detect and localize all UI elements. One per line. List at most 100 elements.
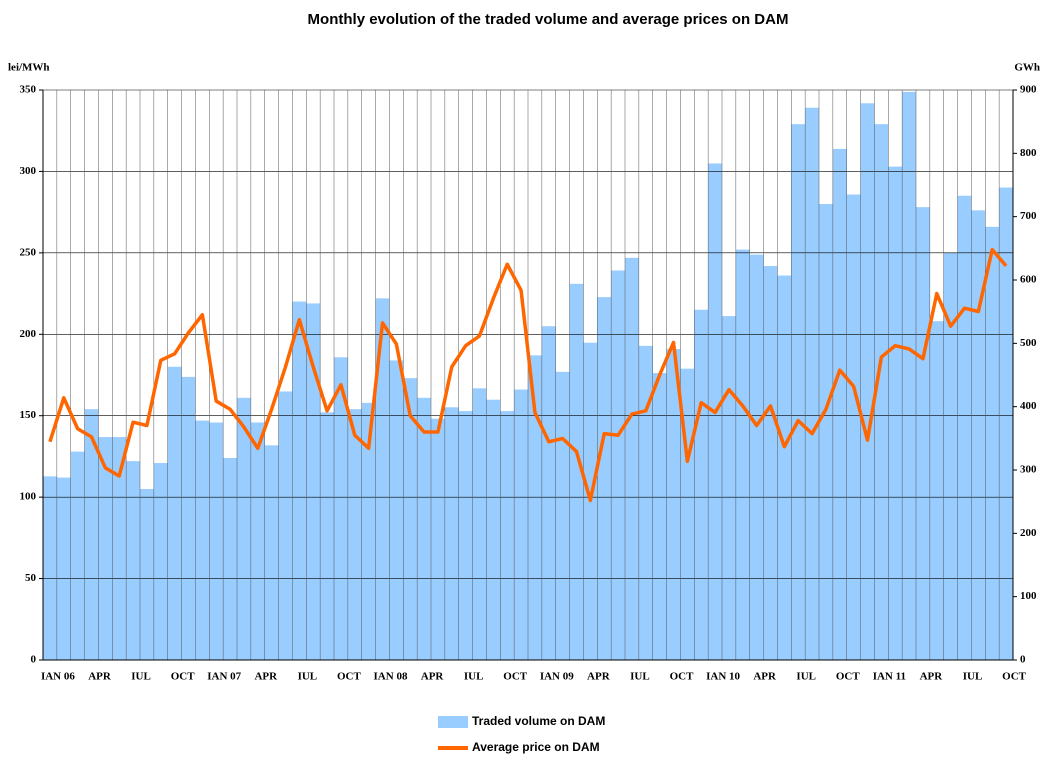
bar: [84, 409, 99, 660]
bar: [320, 412, 334, 660]
bar: [611, 270, 625, 660]
bar: [694, 309, 709, 660]
x-tick-label: OCT: [171, 671, 196, 683]
y-tick-label: 150: [20, 409, 37, 421]
y-tick-label: 0: [31, 654, 37, 666]
bar: [223, 457, 237, 660]
bar: [43, 476, 57, 660]
x-tick-label: APR: [920, 671, 944, 683]
y2-tick-label: 900: [1020, 84, 1037, 96]
bar: [70, 451, 85, 660]
y2-tick-label: 100: [1020, 590, 1037, 602]
bar: [347, 409, 362, 660]
bar: [597, 297, 612, 660]
bar: [805, 107, 819, 660]
bar: [999, 187, 1013, 661]
bar: [874, 124, 889, 660]
bar: [153, 463, 168, 660]
bar: [389, 360, 404, 660]
bar: [98, 437, 113, 660]
y-tick-label: 50: [25, 572, 37, 584]
bar: [237, 397, 251, 660]
bar: [444, 407, 459, 660]
x-tick-label: OCT: [670, 671, 695, 683]
bar: [403, 378, 418, 660]
chart-title: Monthly evolution of the traded volume a…: [308, 11, 789, 28]
bar: [832, 148, 847, 660]
y2-tick-label: 500: [1020, 337, 1037, 349]
bar: [749, 254, 764, 660]
bar: [735, 249, 750, 660]
bar: [528, 355, 542, 660]
bar: [140, 489, 154, 660]
x-tick-label: IUL: [630, 671, 650, 683]
bar: [791, 124, 806, 660]
bar: [569, 283, 584, 660]
bar: [971, 210, 986, 661]
bar: [486, 399, 501, 660]
bar: [666, 349, 681, 660]
bar: [334, 357, 348, 660]
bar: [264, 445, 279, 660]
bar: [985, 226, 1000, 661]
y-axis-title: lei/MWh: [8, 62, 50, 74]
x-tick-label: OCT: [503, 671, 528, 683]
bar: [431, 418, 445, 660]
x-tick-label: OCT: [1002, 671, 1027, 683]
bar: [472, 388, 487, 660]
y2-tick-label: 600: [1020, 274, 1037, 286]
y-tick-label: 300: [20, 165, 37, 177]
y2-tick-label: 200: [1020, 527, 1037, 539]
bar: [195, 420, 210, 660]
bar: [929, 321, 944, 660]
x-tick-label: APR: [753, 671, 777, 683]
x-tick-label: IUL: [131, 671, 151, 683]
x-tick-label: IUL: [796, 671, 816, 683]
bar: [278, 391, 293, 660]
y2-tick-label: 800: [1020, 147, 1037, 159]
x-tick-label: IUL: [298, 671, 318, 683]
bar: [846, 194, 861, 660]
bar: [943, 252, 958, 660]
bar: [181, 376, 196, 660]
y-tick-label: 200: [20, 328, 37, 340]
y-tick-label: 350: [20, 84, 37, 96]
bar: [541, 326, 556, 660]
bar: [652, 373, 667, 660]
x-tick-label: APR: [421, 671, 445, 683]
bar: [860, 103, 875, 661]
bar: [722, 316, 736, 660]
y-tick-label: 100: [20, 491, 37, 503]
bar: [375, 298, 390, 660]
y2-tick-label: 300: [1020, 464, 1037, 476]
legend-label: Traded volume on DAM: [472, 714, 605, 728]
bar: [56, 477, 71, 660]
legend-swatch: [438, 716, 468, 728]
bar: [777, 275, 792, 660]
bar: [361, 402, 376, 660]
bar: [126, 461, 140, 660]
bar: [763, 266, 778, 660]
bar: [902, 91, 916, 660]
bar: [625, 257, 639, 660]
bar: [458, 411, 473, 660]
bar: [112, 437, 127, 660]
bar: [555, 371, 570, 660]
bar: [417, 397, 431, 660]
y-tick-label: 250: [20, 246, 37, 258]
bar: [292, 301, 307, 660]
bar: [500, 411, 515, 660]
x-tick-label: OCT: [337, 671, 362, 683]
bar: [167, 366, 182, 660]
bar: [819, 204, 833, 660]
y2-tick-label: 700: [1020, 210, 1037, 222]
x-tick-label: IUL: [963, 671, 983, 683]
line: [48, 247, 1008, 503]
bar: [916, 207, 930, 660]
x-tick-label: APR: [254, 671, 278, 683]
x-tick-label: IAN 11: [873, 671, 906, 683]
y2-tick-label: 0: [1020, 654, 1026, 666]
y2-tick-label: 400: [1020, 400, 1037, 412]
x-tick-label: IAN 08: [374, 671, 408, 683]
